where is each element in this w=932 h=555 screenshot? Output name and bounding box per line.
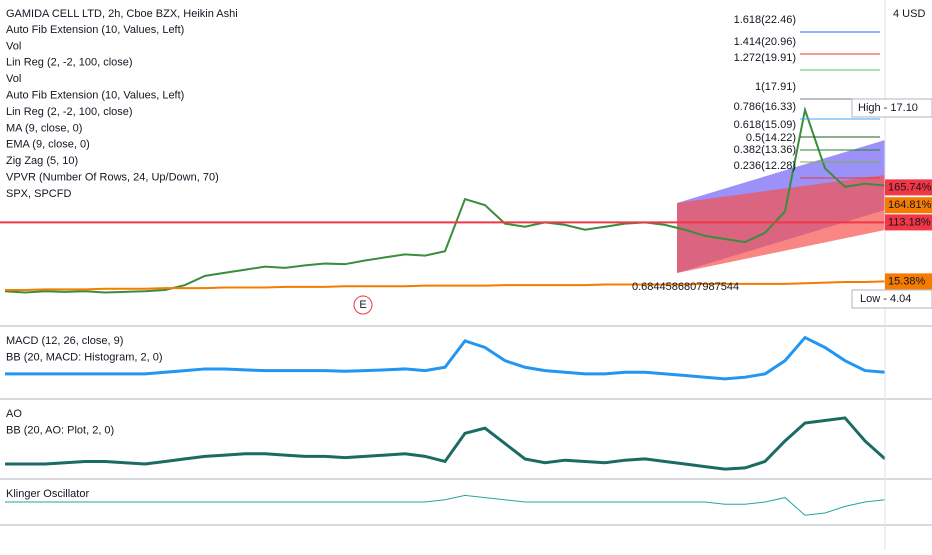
series-line — [5, 335, 886, 381]
series-line — [5, 280, 886, 291]
marks — [0, 106, 887, 516]
legend-entry: Lin Reg (2, -2, 100, close) — [6, 57, 133, 69]
legend-entry: Vol — [6, 73, 21, 85]
fib-label: 1.618(22.46) — [734, 14, 796, 26]
legend-entry: MACD (12, 26, close, 9) — [6, 335, 123, 347]
series-line — [5, 494, 886, 516]
fib-label: 1.414(20.96) — [734, 36, 796, 48]
low-box — [851, 289, 932, 309]
price-label-box — [885, 179, 932, 196]
labels: Auto Fib Extension (10, Values, Left) Vol… — [6, 8, 932, 500]
legend-entry: Zig Zag (5, 10) — [6, 155, 78, 167]
price-label: 113.18% — [888, 216, 931, 228]
earnings-label: E — [359, 299, 366, 311]
high-label: High - 17.10 — [858, 102, 918, 114]
fib-label: 0.236(12.28) — [734, 160, 796, 172]
legend-entry: Klinger Oscillator — [6, 488, 89, 500]
legend-entry: Auto Fib Extension (10, Values, Left) — [6, 90, 184, 102]
price-label: 15.38% — [888, 275, 926, 287]
price-label-box — [885, 197, 932, 214]
fib-label: 0.618(15.09) — [734, 119, 796, 131]
legend-entry: Auto Fib Extension (10, Values, Left) — [6, 24, 184, 36]
price-label-box — [885, 273, 932, 290]
regression-channel-lower — [677, 175, 885, 273]
currency-label: 4 USD — [893, 8, 925, 20]
legend-entry: SPX, SPCFD — [6, 188, 71, 200]
fib-label: 1.272(19.91) — [734, 52, 796, 64]
earnings-marker — [353, 295, 373, 315]
legend-entry: BB (20, AO: Plot, 2, 0) — [6, 424, 114, 436]
low-label: Low - 4.04 — [860, 293, 911, 305]
legend-entry: AO — [6, 408, 22, 420]
legend-entry: Lin Reg (2, -2, 100, close) — [6, 106, 133, 118]
price-label: 164.81% — [888, 199, 932, 211]
price-label: 165.74% — [888, 181, 932, 193]
series-line — [4, 106, 886, 294]
series-line — [5, 416, 887, 471]
legend-entry: EMA (9, close, 0) — [6, 139, 90, 151]
legend-entry: Vol — [6, 40, 21, 52]
price-label-box — [885, 214, 932, 231]
legend-entry: MA (9, close, 0) — [6, 122, 82, 134]
fib-label: 0.786(16.33) — [734, 101, 796, 113]
high-box — [851, 98, 932, 118]
fib-label: 0.382(13.36) — [734, 144, 796, 156]
chart-title: GAMIDA CELL LTD, 2h, Cboe BZX, Heikin As… — [6, 8, 238, 20]
legend-entry: VPVR (Number Of Rows, 24, Up/Down, 70) — [6, 172, 219, 184]
annotation: 0.6844586807987544 — [632, 281, 739, 293]
legend-entry: BB (20, MACD: Histogram, 2, 0) — [6, 351, 163, 363]
fib-label: 1(17.91) — [755, 81, 796, 93]
fib-label: 0.5(14.22) — [746, 132, 796, 144]
